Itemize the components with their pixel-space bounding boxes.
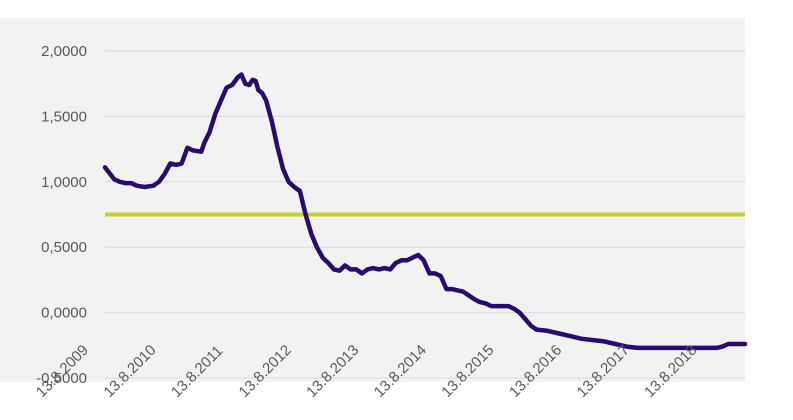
y-axis: -0,5000 0,0000 0,5000 1,0000 1,5000 2,0000 xyxy=(36,43,87,387)
series-layer xyxy=(102,72,748,351)
y-tick-label: 0,0000 xyxy=(41,305,87,322)
gridlines xyxy=(105,50,745,379)
series-line xyxy=(102,72,748,351)
y-tick-label: 1,5000 xyxy=(41,108,87,125)
y-tick-label: -0,5000 xyxy=(36,370,87,387)
y-tick-label: 0,5000 xyxy=(41,239,87,256)
y-tick-label: 1,0000 xyxy=(41,174,87,191)
plot-background xyxy=(0,18,745,382)
plot-area xyxy=(0,18,745,382)
y-tick-label: 2,0000 xyxy=(41,43,87,60)
